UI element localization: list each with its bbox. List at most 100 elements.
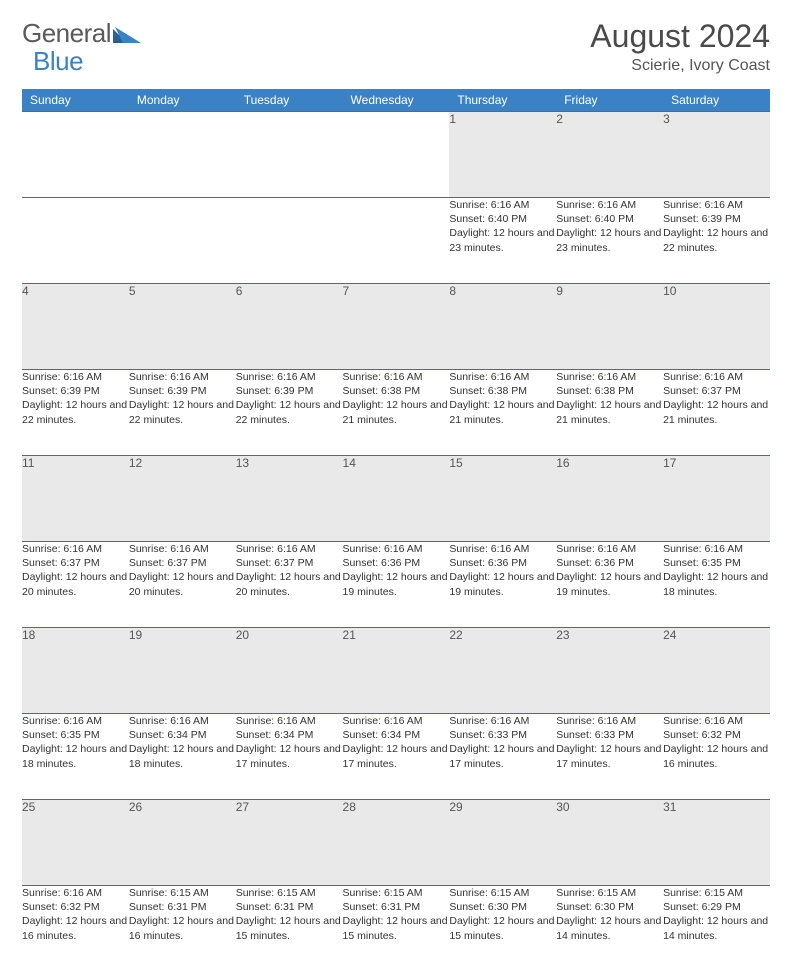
day-detail-cell: Sunrise: 6:16 AMSunset: 6:36 PMDaylight:…: [449, 542, 556, 628]
daylight-line: Daylight: 12 hours and 15 minutes.: [236, 914, 343, 942]
day-detail-cell: [129, 198, 236, 284]
sunset-line: Sunset: 6:32 PM: [22, 900, 129, 914]
weekday-header: Wednesday: [343, 89, 450, 112]
day-detail-cell: Sunrise: 6:16 AMSunset: 6:38 PMDaylight:…: [449, 370, 556, 456]
sunset-line: Sunset: 6:39 PM: [129, 384, 236, 398]
day-detail-cell: Sunrise: 6:15 AMSunset: 6:30 PMDaylight:…: [449, 886, 556, 972]
sunset-line: Sunset: 6:35 PM: [22, 728, 129, 742]
day-detail-cell: [22, 198, 129, 284]
day-number-cell: 11: [22, 456, 129, 542]
day-detail-cell: Sunrise: 6:16 AMSunset: 6:35 PMDaylight:…: [22, 714, 129, 800]
day-number-cell: 23: [556, 628, 663, 714]
daylight-line: Daylight: 12 hours and 21 minutes.: [449, 398, 556, 426]
sunrise-line: Sunrise: 6:16 AM: [663, 542, 770, 556]
brand-logo: General: [22, 18, 143, 49]
sunrise-line: Sunrise: 6:16 AM: [343, 370, 450, 384]
day-number-cell: 3: [663, 112, 770, 198]
day-detail-cell: Sunrise: 6:15 AMSunset: 6:31 PMDaylight:…: [343, 886, 450, 972]
daylight-line: Daylight: 12 hours and 16 minutes.: [129, 914, 236, 942]
weekday-header: Monday: [129, 89, 236, 112]
sunrise-line: Sunrise: 6:15 AM: [556, 886, 663, 900]
sunrise-line: Sunrise: 6:15 AM: [236, 886, 343, 900]
day-detail-cell: Sunrise: 6:16 AMSunset: 6:39 PMDaylight:…: [236, 370, 343, 456]
day-number-cell: 29: [449, 800, 556, 886]
day-number-cell: 19: [129, 628, 236, 714]
daylight-line: Daylight: 12 hours and 22 minutes.: [22, 398, 129, 426]
daylight-line: Daylight: 12 hours and 17 minutes.: [556, 742, 663, 770]
day-detail-cell: Sunrise: 6:16 AMSunset: 6:40 PMDaylight:…: [556, 198, 663, 284]
weekday-header: Saturday: [663, 89, 770, 112]
daylight-line: Daylight: 12 hours and 15 minutes.: [449, 914, 556, 942]
day-number-cell: 27: [236, 800, 343, 886]
sunset-line: Sunset: 6:39 PM: [663, 212, 770, 226]
day-detail-cell: Sunrise: 6:16 AMSunset: 6:36 PMDaylight:…: [343, 542, 450, 628]
day-detail-cell: Sunrise: 6:15 AMSunset: 6:30 PMDaylight:…: [556, 886, 663, 972]
daylight-line: Daylight: 12 hours and 23 minutes.: [449, 226, 556, 254]
sunrise-line: Sunrise: 6:16 AM: [556, 542, 663, 556]
sunset-line: Sunset: 6:38 PM: [343, 384, 450, 398]
daylight-line: Daylight: 12 hours and 16 minutes.: [22, 914, 129, 942]
location: Scierie, Ivory Coast: [590, 57, 770, 75]
daylight-line: Daylight: 12 hours and 17 minutes.: [343, 742, 450, 770]
day-detail-cell: Sunrise: 6:16 AMSunset: 6:37 PMDaylight:…: [663, 370, 770, 456]
day-number-cell: 10: [663, 284, 770, 370]
daylight-line: Daylight: 12 hours and 19 minutes.: [556, 570, 663, 598]
sunset-line: Sunset: 6:39 PM: [22, 384, 129, 398]
day-detail-cell: Sunrise: 6:16 AMSunset: 6:36 PMDaylight:…: [556, 542, 663, 628]
day-detail-cell: Sunrise: 6:16 AMSunset: 6:40 PMDaylight:…: [449, 198, 556, 284]
sunset-line: Sunset: 6:39 PM: [236, 384, 343, 398]
day-number-cell: 9: [556, 284, 663, 370]
day-detail-cell: Sunrise: 6:16 AMSunset: 6:33 PMDaylight:…: [449, 714, 556, 800]
daylight-line: Daylight: 12 hours and 20 minutes.: [236, 570, 343, 598]
daylight-line: Daylight: 12 hours and 18 minutes.: [22, 742, 129, 770]
header: General August 2024 Scierie, Ivory Coast: [22, 18, 770, 75]
sunrise-line: Sunrise: 6:16 AM: [343, 542, 450, 556]
day-number-cell: 12: [129, 456, 236, 542]
sunset-line: Sunset: 6:40 PM: [449, 212, 556, 226]
day-number-cell: 2: [556, 112, 663, 198]
day-number-cell: 16: [556, 456, 663, 542]
sunrise-line: Sunrise: 6:16 AM: [556, 714, 663, 728]
day-detail-cell: Sunrise: 6:16 AMSunset: 6:39 PMDaylight:…: [129, 370, 236, 456]
weekday-header: Sunday: [22, 89, 129, 112]
day-number-cell: 28: [343, 800, 450, 886]
sunrise-line: Sunrise: 6:16 AM: [129, 714, 236, 728]
day-number-cell: 7: [343, 284, 450, 370]
brand-mark-icon: [113, 21, 141, 46]
sunset-line: Sunset: 6:36 PM: [449, 556, 556, 570]
calendar-table: SundayMondayTuesdayWednesdayThursdayFrid…: [22, 89, 770, 972]
daylight-line: Daylight: 12 hours and 20 minutes.: [22, 570, 129, 598]
sunrise-line: Sunrise: 6:16 AM: [129, 542, 236, 556]
daylight-line: Daylight: 12 hours and 21 minutes.: [663, 398, 770, 426]
day-number-cell: [22, 112, 129, 198]
sunrise-line: Sunrise: 6:15 AM: [129, 886, 236, 900]
day-detail-cell: Sunrise: 6:16 AMSunset: 6:37 PMDaylight:…: [236, 542, 343, 628]
day-detail-cell: Sunrise: 6:16 AMSunset: 6:34 PMDaylight:…: [129, 714, 236, 800]
day-detail-cell: Sunrise: 6:16 AMSunset: 6:39 PMDaylight:…: [663, 198, 770, 284]
sunset-line: Sunset: 6:40 PM: [556, 212, 663, 226]
daylight-line: Daylight: 12 hours and 19 minutes.: [343, 570, 450, 598]
day-number-cell: 13: [236, 456, 343, 542]
sunrise-line: Sunrise: 6:16 AM: [663, 714, 770, 728]
sunset-line: Sunset: 6:32 PM: [663, 728, 770, 742]
day-number-cell: 1: [449, 112, 556, 198]
brand-word2: Blue: [33, 46, 83, 77]
day-number-cell: 8: [449, 284, 556, 370]
day-detail-cell: Sunrise: 6:16 AMSunset: 6:37 PMDaylight:…: [129, 542, 236, 628]
day-number-cell: 4: [22, 284, 129, 370]
day-detail-cell: Sunrise: 6:16 AMSunset: 6:38 PMDaylight:…: [556, 370, 663, 456]
sunrise-line: Sunrise: 6:16 AM: [22, 886, 129, 900]
sunset-line: Sunset: 6:36 PM: [556, 556, 663, 570]
brand-word1: General: [22, 18, 111, 49]
sunrise-line: Sunrise: 6:16 AM: [22, 370, 129, 384]
day-number-cell: 31: [663, 800, 770, 886]
sunrise-line: Sunrise: 6:15 AM: [343, 886, 450, 900]
sunrise-line: Sunrise: 6:16 AM: [22, 542, 129, 556]
day-detail-cell: Sunrise: 6:16 AMSunset: 6:38 PMDaylight:…: [343, 370, 450, 456]
day-detail-cell: Sunrise: 6:16 AMSunset: 6:32 PMDaylight:…: [22, 886, 129, 972]
sunset-line: Sunset: 6:37 PM: [236, 556, 343, 570]
day-number-cell: 14: [343, 456, 450, 542]
day-detail-cell: Sunrise: 6:16 AMSunset: 6:34 PMDaylight:…: [236, 714, 343, 800]
day-number-cell: 6: [236, 284, 343, 370]
sunset-line: Sunset: 6:33 PM: [556, 728, 663, 742]
